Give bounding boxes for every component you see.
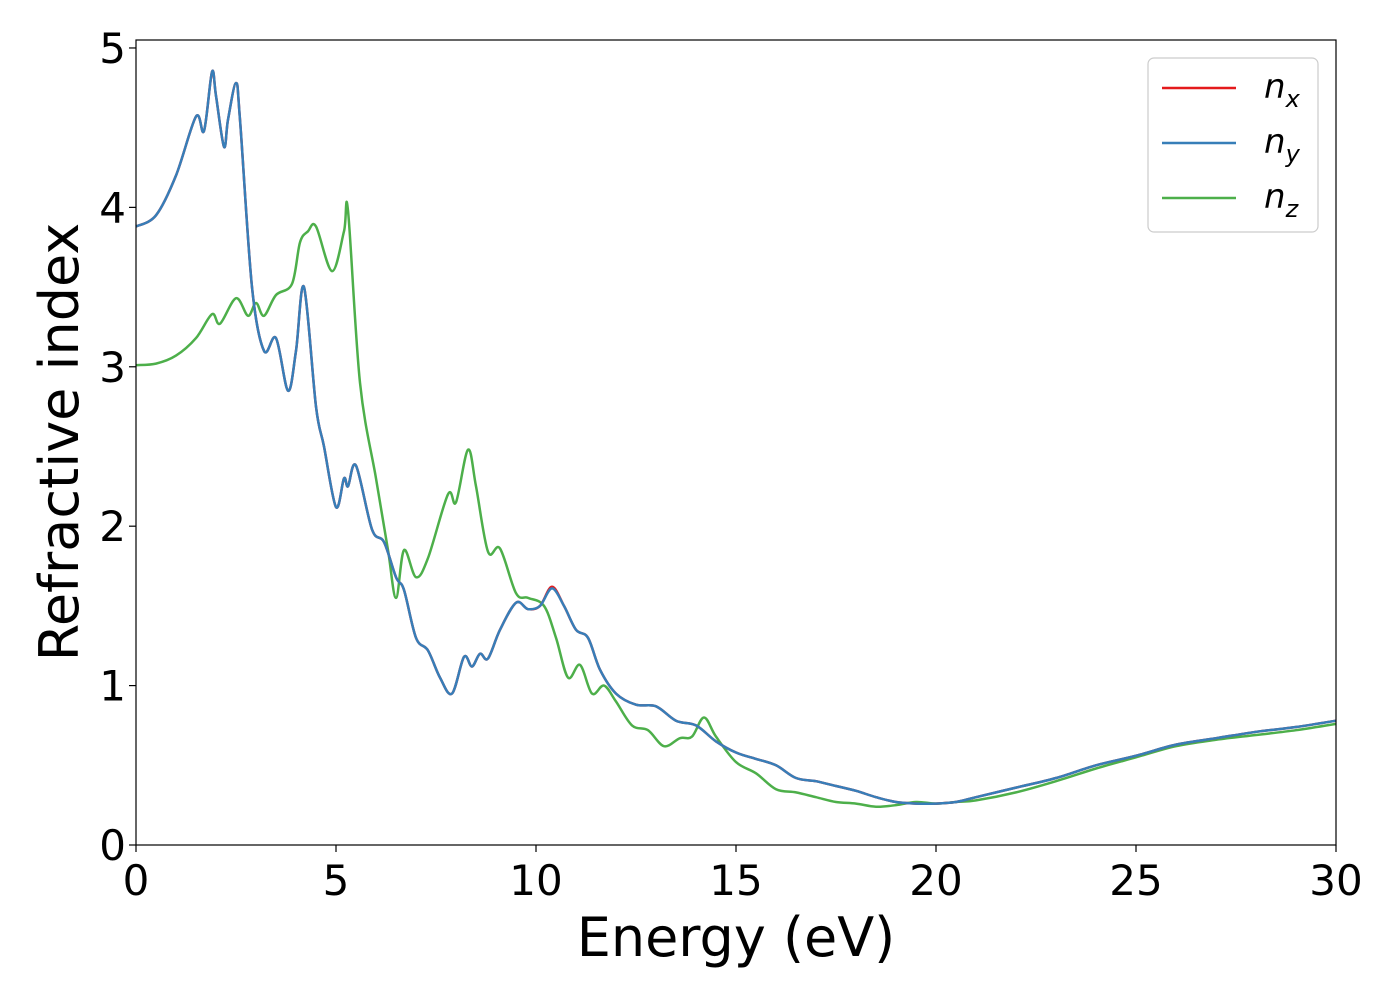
y-axis-label: Refractive index — [28, 223, 91, 662]
x-tick-label: 0 — [123, 856, 150, 905]
y-tick-label: 1 — [99, 662, 126, 711]
legend-label-ny: ny — [1264, 122, 1301, 168]
plot-area — [136, 40, 1336, 845]
y-tick-label: 3 — [99, 343, 126, 392]
x-axis-label: Energy (eV) — [577, 906, 896, 969]
legend-box — [1147, 57, 1319, 233]
y-tick-label: 4 — [99, 183, 126, 232]
legend: nx ny nz — [1147, 57, 1319, 233]
legend-label-nx: nx — [1264, 67, 1301, 113]
y-tick-label: 2 — [99, 502, 126, 551]
x-tick-label: 30 — [1309, 856, 1362, 905]
y-axis-ticks: 0 1 2 3 4 5 — [99, 24, 136, 870]
series-lines — [135, 69, 1337, 808]
x-tick-label: 15 — [709, 856, 762, 905]
legend-label-nz: nz — [1264, 177, 1300, 223]
y-tick-label: 5 — [99, 24, 126, 73]
x-tick-label: 10 — [509, 856, 562, 905]
x-axis-ticks: 0 5 10 15 20 25 30 — [123, 845, 1363, 905]
y-tick-label: 0 — [99, 821, 126, 870]
x-tick-label: 25 — [1109, 856, 1162, 905]
x-tick-label: 5 — [323, 856, 350, 905]
x-tick-label: 20 — [909, 856, 962, 905]
series-line-ny — [135, 69, 1337, 805]
